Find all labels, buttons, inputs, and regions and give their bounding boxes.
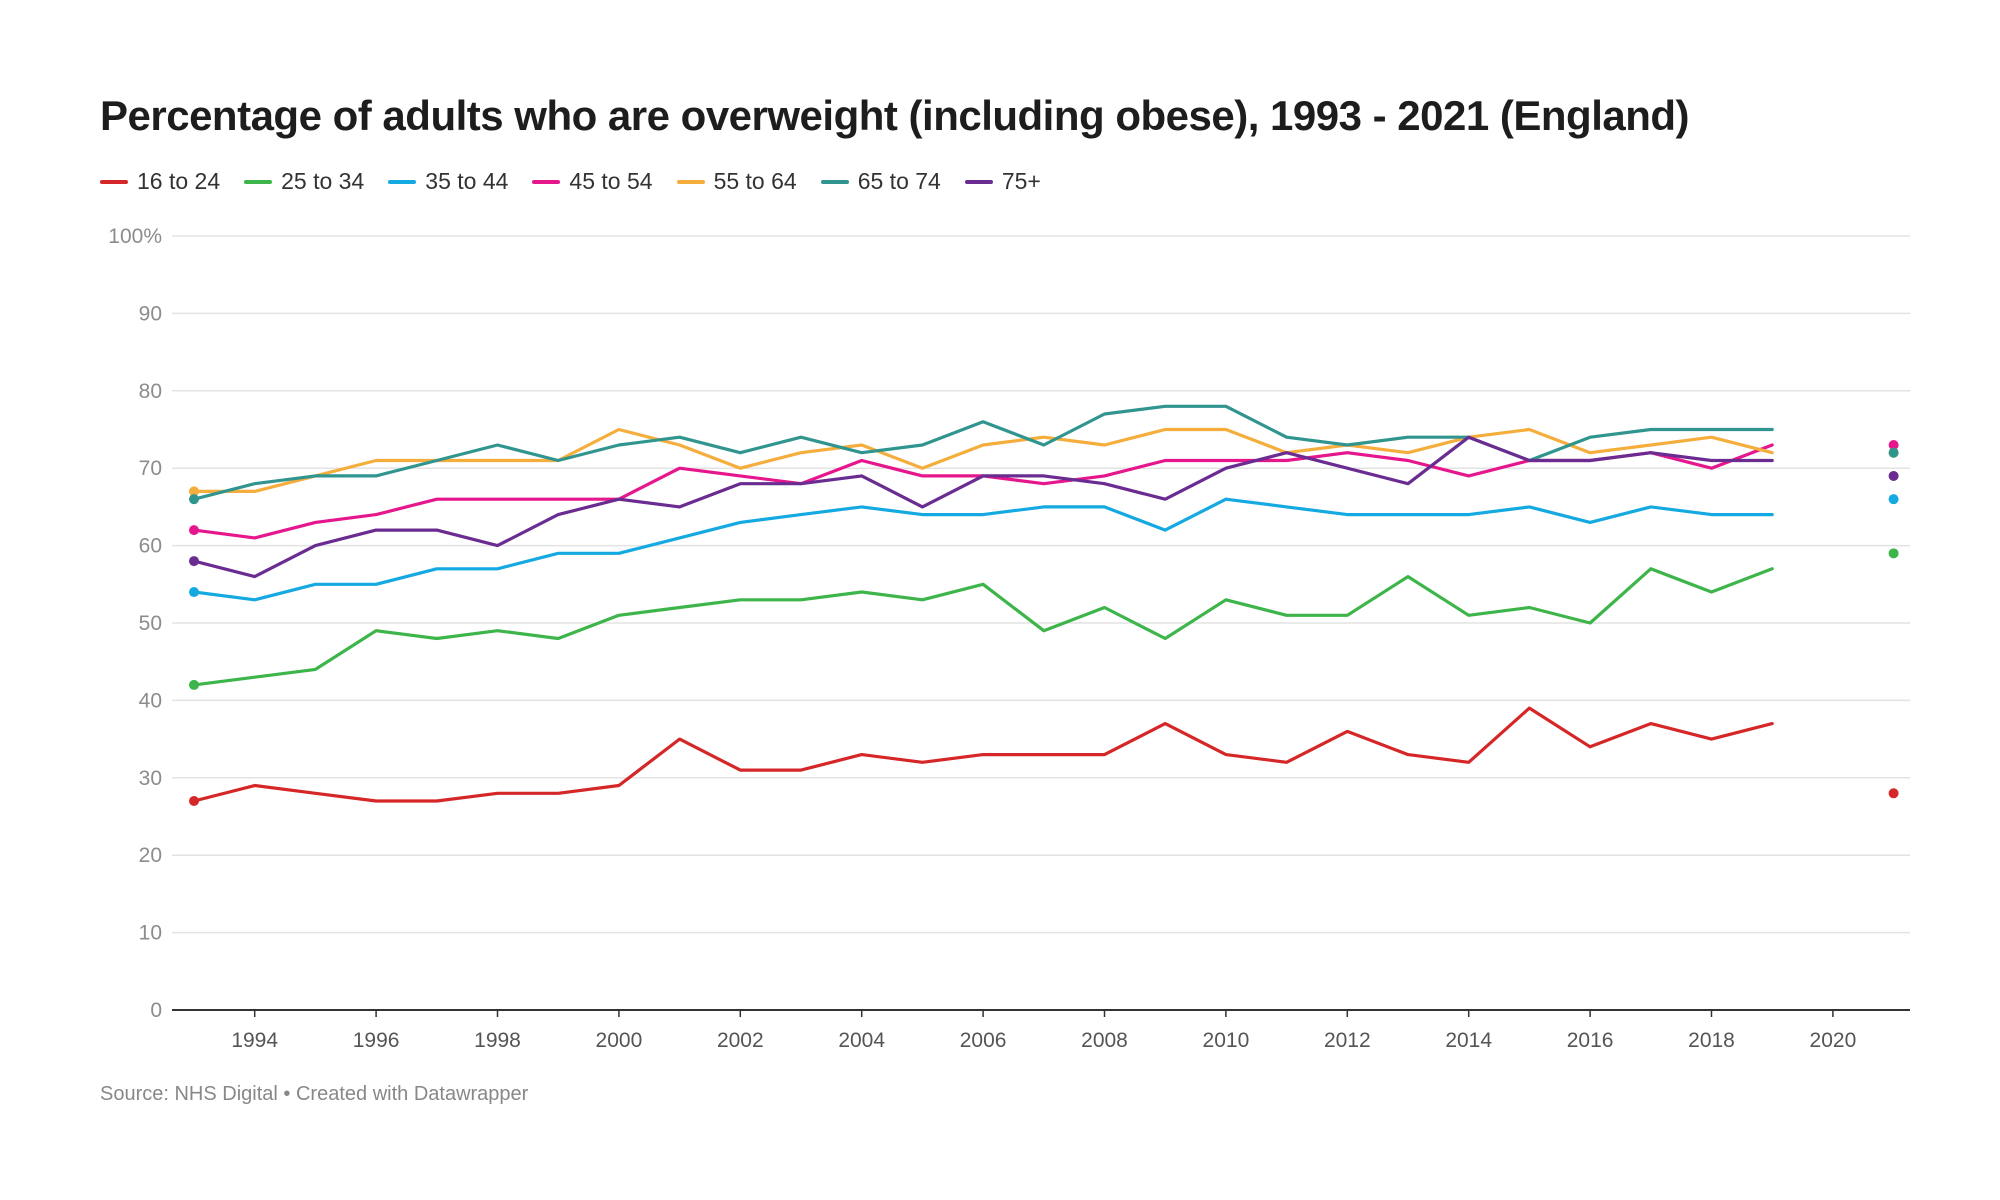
y-tick-label: 70 xyxy=(139,457,162,480)
series-2021-point xyxy=(1888,548,1899,559)
legend-label: 45 to 54 xyxy=(569,168,653,194)
y-tick-label: 60 xyxy=(139,535,162,558)
legend-swatch xyxy=(100,179,128,184)
legend-item: 75+ xyxy=(964,168,1041,195)
x-tick-label: 2010 xyxy=(1203,1029,1250,1052)
legend-label: 65 to 74 xyxy=(857,168,941,194)
footer-separator: • xyxy=(283,1083,291,1105)
series-start-point xyxy=(189,556,199,567)
legend-item: 45 to 54 xyxy=(532,168,653,195)
series-start-point xyxy=(189,796,199,807)
legend-label: 16 to 24 xyxy=(137,168,221,194)
x-tick-label: 2020 xyxy=(1810,1029,1857,1052)
x-tick-label: 2018 xyxy=(1688,1029,1735,1052)
x-tick-label: 1994 xyxy=(231,1029,278,1052)
x-tick-label: 2006 xyxy=(960,1029,1007,1052)
legend-swatch xyxy=(964,179,993,184)
series-start-point xyxy=(189,486,199,497)
series-line xyxy=(192,435,1774,579)
legend-swatch xyxy=(532,179,561,184)
x-tick-label: 2000 xyxy=(596,1029,643,1052)
legend-label: 25 to 34 xyxy=(281,168,365,194)
x-tick-label: 2012 xyxy=(1324,1029,1371,1052)
legend-swatch xyxy=(388,179,417,184)
series-line xyxy=(192,567,1774,687)
series-start-point xyxy=(189,587,199,598)
series-start-point xyxy=(189,679,199,690)
y-tick-label: 50 xyxy=(139,612,162,635)
legend-label: 35 to 44 xyxy=(425,168,509,194)
x-tick-label: 2014 xyxy=(1445,1029,1492,1052)
x-tick-label: 2008 xyxy=(1081,1029,1128,1052)
legend: 16 to 24 25 to 34 35 to 44 45 to 54 55 to 64… xyxy=(100,168,1065,195)
y-tick-label: 20 xyxy=(139,844,162,867)
series-line xyxy=(192,497,1774,602)
y-tick-label: 0 xyxy=(150,999,162,1022)
footer: Source: NHS Digital • Created with Dataw… xyxy=(100,1083,528,1106)
y-tick-label: 100% xyxy=(108,225,162,248)
legend-item: 65 to 74 xyxy=(820,168,941,195)
y-tick-label: 40 xyxy=(139,689,162,712)
series-line xyxy=(192,427,1774,493)
y-tick-label: 10 xyxy=(139,922,162,945)
x-tick-label: 2004 xyxy=(838,1029,885,1052)
x-tick-label: 1996 xyxy=(353,1029,400,1052)
series-2021-point xyxy=(1888,494,1899,505)
x-tick-label: 1998 xyxy=(474,1029,521,1052)
legend-swatch xyxy=(676,179,705,184)
line-chart: 0 10 20 30 40 50 60 70 80 90 100% 1994 1996 1998 2000 2… xyxy=(108,225,1910,1052)
legend-label: 75+ xyxy=(1001,168,1041,194)
y-tick-label: 30 xyxy=(139,767,162,790)
legend-item: 16 to 24 xyxy=(100,168,220,195)
legend-item: 35 to 44 xyxy=(388,168,508,195)
legend-item: 55 to 64 xyxy=(676,168,797,195)
x-tick-label: 2016 xyxy=(1567,1029,1614,1052)
series-start-point xyxy=(189,494,199,505)
series-2021-point xyxy=(1888,439,1899,450)
legend-swatch xyxy=(820,179,849,184)
chart-title: Percentage of adults who are overweight … xyxy=(100,92,1690,139)
y-tick-label: 90 xyxy=(139,302,162,325)
y-tick-label: 80 xyxy=(139,380,162,403)
legend-label: 55 to 64 xyxy=(713,168,797,194)
series-2021-point xyxy=(1888,447,1899,458)
legend-swatch xyxy=(244,179,273,184)
series-2021-point xyxy=(1888,788,1899,799)
series-2021-point xyxy=(1888,470,1899,481)
credit-text: Created with Datawrapper xyxy=(295,1083,529,1105)
legend-item: 25 to 34 xyxy=(244,168,364,195)
series-line xyxy=(192,404,1774,501)
x-tick-label: 2002 xyxy=(717,1029,764,1052)
series-line xyxy=(192,706,1774,803)
source-text: Source: NHS Digital xyxy=(100,1083,278,1105)
series-start-point xyxy=(189,525,199,536)
